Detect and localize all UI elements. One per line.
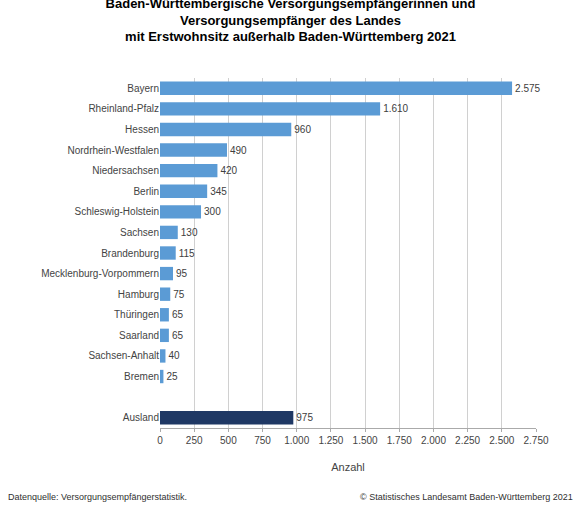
svg-text:Bayern: Bayern <box>127 83 159 94</box>
svg-text:1.500: 1.500 <box>353 435 378 446</box>
svg-text:Schleswig-Holstein: Schleswig-Holstein <box>75 206 159 217</box>
svg-text:Nordrhein-Westfalen: Nordrhein-Westfalen <box>67 145 159 156</box>
svg-text:490: 490 <box>230 145 247 156</box>
svg-text:© Statistisches Landesamt Bade: © Statistisches Landesamt Baden-Württemb… <box>360 492 573 502</box>
svg-text:975: 975 <box>296 412 313 423</box>
svg-text:Thüringen: Thüringen <box>114 309 159 320</box>
svg-text:1.250: 1.250 <box>318 435 343 446</box>
svg-text:Hessen: Hessen <box>125 124 159 135</box>
svg-text:Sachsen: Sachsen <box>120 227 159 238</box>
svg-text:Niedersachsen: Niedersachsen <box>92 165 159 176</box>
svg-text:75: 75 <box>173 289 185 300</box>
svg-text:Brandenburg: Brandenburg <box>101 248 159 259</box>
svg-text:960: 960 <box>294 124 311 135</box>
svg-text:Mecklenburg-Vorpommern: Mecklenburg-Vorpommern <box>41 268 159 279</box>
svg-text:345: 345 <box>210 186 227 197</box>
svg-text:2.575: 2.575 <box>515 83 540 94</box>
svg-text:Ausland: Ausland <box>123 412 159 423</box>
svg-text:500: 500 <box>220 435 237 446</box>
svg-text:115: 115 <box>179 248 195 259</box>
svg-text:250: 250 <box>186 435 203 446</box>
svg-text:Baden-Württembergische Versorg: Baden-Württembergische Versorgungsempfän… <box>106 0 476 44</box>
svg-text:420: 420 <box>220 165 237 176</box>
svg-text:25: 25 <box>166 371 178 382</box>
svg-text:Saarland: Saarland <box>119 330 159 341</box>
svg-text:65: 65 <box>172 309 184 320</box>
svg-text:Hamburg: Hamburg <box>118 289 159 300</box>
svg-text:1.000: 1.000 <box>284 435 309 446</box>
svg-text:40: 40 <box>168 350 180 361</box>
svg-text:750: 750 <box>254 435 271 446</box>
svg-text:2.000: 2.000 <box>421 435 446 446</box>
svg-text:65: 65 <box>172 330 184 341</box>
svg-text:2.250: 2.250 <box>455 435 480 446</box>
svg-text:Anzahl: Anzahl <box>331 461 365 473</box>
svg-text:95: 95 <box>176 268 188 279</box>
svg-text:Berlin: Berlin <box>133 186 159 197</box>
svg-text:Sachsen-Anhalt: Sachsen-Anhalt <box>88 350 159 361</box>
svg-text:300: 300 <box>204 206 221 217</box>
svg-text:Datenquelle: Versorgungsempfän: Datenquelle: Versorgungsempfängerstatist… <box>8 492 187 502</box>
svg-text:0: 0 <box>157 435 163 446</box>
svg-text:1.750: 1.750 <box>387 435 412 446</box>
svg-text:Rheinland-Pfalz: Rheinland-Pfalz <box>88 103 159 114</box>
svg-text:2.500: 2.500 <box>489 435 514 446</box>
svg-text:130: 130 <box>181 227 198 238</box>
svg-text:Bremen: Bremen <box>124 371 159 382</box>
svg-text:1.610: 1.610 <box>383 103 408 114</box>
svg-text:2.750: 2.750 <box>523 435 548 446</box>
